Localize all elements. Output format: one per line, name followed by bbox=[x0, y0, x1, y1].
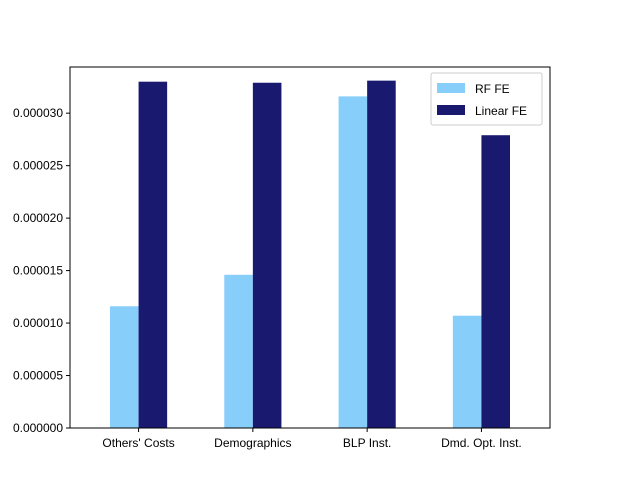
x-tick-label: Demographics bbox=[214, 436, 291, 450]
x-tick-label: Others' Costs bbox=[102, 436, 174, 450]
x-axis: Others' Costs Demographics BLP Inst. Dmd. O… bbox=[102, 428, 522, 450]
legend-label-rf-fe: RF FE bbox=[475, 82, 510, 96]
y-axis: 0.000000 0.000005 0.000010 0.000015 0.000020… bbox=[13, 106, 70, 435]
y-tick-label: 0.000030 bbox=[13, 106, 63, 120]
legend: RF FE Linear FE bbox=[430, 72, 543, 126]
legend-swatch-rf-fe bbox=[437, 83, 465, 93]
bar-linear-fe-2 bbox=[367, 80, 396, 428]
y-tick-label: 0.000005 bbox=[13, 369, 63, 383]
bar-linear-fe-3 bbox=[481, 135, 510, 428]
legend-swatch-linear-fe bbox=[437, 105, 465, 115]
legend-label-linear-fe: Linear FE bbox=[475, 104, 527, 118]
x-tick-label: BLP Inst. bbox=[343, 436, 391, 450]
y-tick-label: 0.000025 bbox=[13, 159, 63, 173]
plot-area-frame bbox=[69, 66, 551, 429]
y-tick-label: 0.000020 bbox=[13, 211, 63, 225]
y-tick-label: 0.000000 bbox=[13, 421, 63, 435]
bar-rf-fe-1 bbox=[224, 274, 253, 428]
bar-rf-fe-2 bbox=[338, 96, 368, 428]
y-tick-label: 0.000015 bbox=[13, 264, 63, 278]
x-tick-label: Dmd. Opt. Inst. bbox=[441, 436, 522, 450]
bar-rf-fe-0 bbox=[110, 306, 139, 428]
bar-linear-fe-0 bbox=[138, 81, 168, 428]
y-tick-label: 0.000010 bbox=[13, 316, 63, 330]
bar-rf-fe-3 bbox=[452, 315, 482, 428]
bars-layer bbox=[110, 80, 510, 429]
bar-linear-fe-1 bbox=[252, 82, 282, 429]
